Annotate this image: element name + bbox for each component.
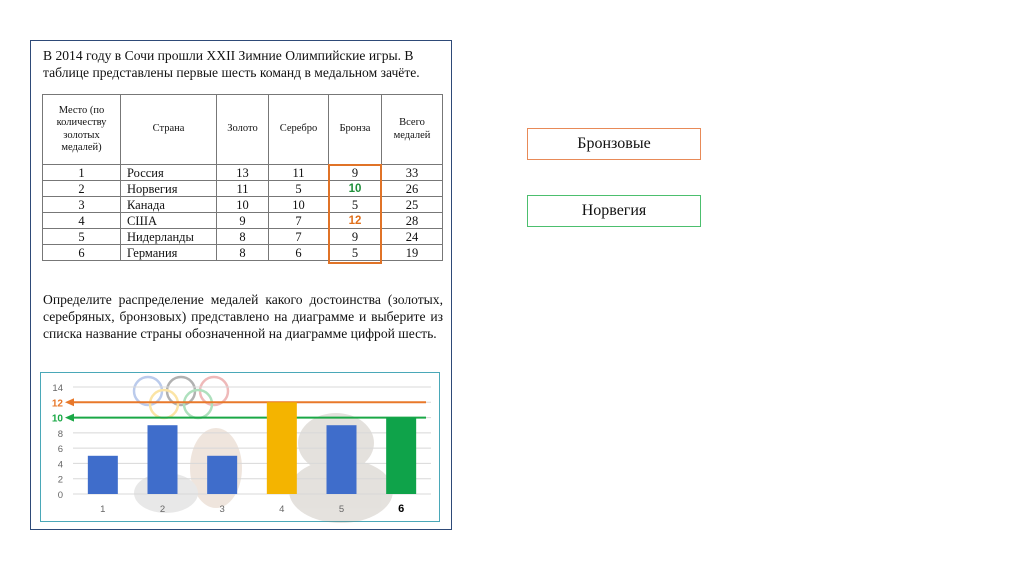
cell-place: 3 <box>42 196 121 213</box>
x-tick-label: 2 <box>160 504 165 515</box>
x-tick-label: 1 <box>100 504 105 515</box>
y-tick-label: 14 <box>52 383 63 394</box>
x-tick-label: 5 <box>339 504 344 515</box>
table-row: 3 Канада 10 10 5 25 <box>42 196 443 213</box>
cell-total: 33 <box>381 164 443 181</box>
bar-1 <box>87 455 118 494</box>
x-tick-label: 6 <box>398 503 404 515</box>
header-place: Место (по количеству золотых медалей) <box>42 94 121 165</box>
cell-country: США <box>120 212 217 229</box>
olympic-rings-decoration <box>132 375 230 420</box>
answer-medal-type-box[interactable]: Бронзовые <box>527 128 701 160</box>
cell-total: 28 <box>381 212 443 229</box>
cell-silver: 7 <box>268 212 329 229</box>
cell-bronze: 9 <box>328 164 382 181</box>
cell-place: 6 <box>42 244 121 261</box>
task-card: В 2014 году в Сочи прошли XXII Зимние Ол… <box>30 40 452 530</box>
table-row: 6 Германия 8 6 5 19 <box>42 244 443 261</box>
y-tick-label: 12 <box>52 398 64 409</box>
cell-place: 2 <box>42 180 121 197</box>
cell-bronze: 5 <box>328 196 382 213</box>
cell-total: 24 <box>381 228 443 245</box>
answer-medal-type-label: Бронзовые <box>577 135 651 152</box>
medal-table: Место (по количеству золотых медалей) Ст… <box>42 94 443 261</box>
header-total: Всего медалей <box>381 94 443 165</box>
cell-country: Германия <box>120 244 217 261</box>
header-gold: Золото <box>216 94 269 165</box>
cell-place: 4 <box>42 212 121 229</box>
header-silver: Серебро <box>268 94 329 165</box>
table-row: 4 США 9 7 12 28 <box>42 212 443 229</box>
bar-4 <box>266 402 297 494</box>
arrow-left-icon <box>65 413 74 422</box>
bar-3 <box>207 455 238 494</box>
x-tick-label: 3 <box>220 504 225 515</box>
cell-total: 26 <box>381 180 443 197</box>
cell-silver: 11 <box>268 164 329 181</box>
chart-x-tick-labels: 1 2 3 4 5 6 <box>100 503 404 515</box>
y-tick-label: 8 <box>58 429 63 440</box>
answer-country-box[interactable]: Норвегия <box>527 195 701 227</box>
chart-bars <box>87 402 417 494</box>
y-tick-label: 2 <box>58 475 63 486</box>
cell-bronze-highlight: 10 <box>328 180 382 197</box>
cell-country: Норвегия <box>120 180 217 197</box>
cell-gold: 13 <box>216 164 269 181</box>
bar-6 <box>386 417 417 494</box>
cell-country: Россия <box>120 164 217 181</box>
cell-gold: 11 <box>216 180 269 197</box>
cell-place: 5 <box>42 228 121 245</box>
table-header-row: Место (по количеству золотых медалей) Ст… <box>42 94 443 165</box>
task-intro-text: В 2014 году в Сочи прошли XXII Зимние Ол… <box>43 48 420 80</box>
answer-country-label: Норвегия <box>581 202 647 219</box>
cell-silver: 10 <box>268 196 329 213</box>
bar-5 <box>326 425 357 494</box>
cell-country: Нидерланды <box>120 228 217 245</box>
cell-silver: 6 <box>268 244 329 261</box>
cell-bronze: 9 <box>328 228 382 245</box>
cell-silver: 5 <box>268 180 329 197</box>
cell-silver: 7 <box>268 228 329 245</box>
cell-bronze: 5 <box>328 244 382 261</box>
cell-total: 19 <box>381 244 443 261</box>
y-tick-label: 4 <box>58 459 63 470</box>
cell-bronze-highlight: 12 <box>328 212 382 229</box>
task-question-text: Определите распределение медалей какого … <box>43 292 443 341</box>
bar-2 <box>147 425 178 494</box>
chart-y-tick-labels: 0 2 4 6 8 10 12 14 <box>52 383 64 501</box>
chart-reference-lines <box>65 398 426 422</box>
header-country: Страна <box>120 94 217 165</box>
cell-place: 1 <box>42 164 121 181</box>
table-row: 2 Норвегия 11 5 10 26 <box>42 180 443 197</box>
table-row: 1 Россия 13 11 9 33 <box>42 164 443 181</box>
table-row: 5 Нидерланды 8 7 9 24 <box>42 228 443 245</box>
header-bronze: Бронза <box>328 94 382 165</box>
y-tick-label: 0 <box>58 490 63 501</box>
cell-gold: 10 <box>216 196 269 213</box>
cell-country: Канада <box>120 196 217 213</box>
cell-total: 25 <box>381 196 443 213</box>
y-tick-label: 10 <box>52 414 64 425</box>
arrow-left-icon <box>65 398 74 407</box>
cell-gold: 9 <box>216 212 269 229</box>
cell-gold: 8 <box>216 244 269 261</box>
cell-gold: 8 <box>216 228 269 245</box>
y-tick-label: 6 <box>58 444 63 455</box>
x-tick-label: 4 <box>279 504 284 515</box>
